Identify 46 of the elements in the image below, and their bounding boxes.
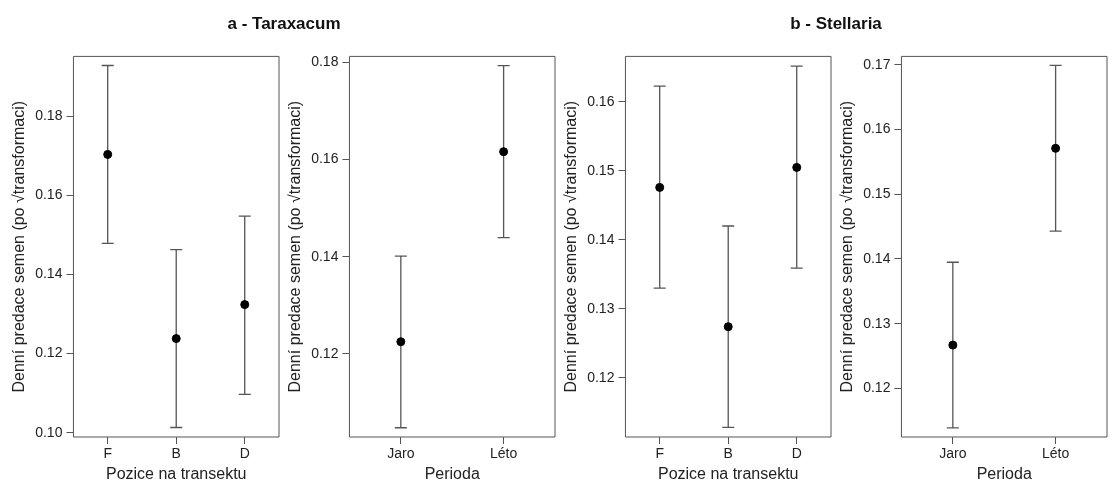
y-tick-label: 0.16	[311, 150, 339, 167]
y-tick-label: 0.14	[863, 249, 891, 266]
x-axis-title: Pozice na transektu	[657, 464, 799, 482]
point	[792, 162, 802, 172]
point	[723, 322, 733, 332]
y-axis-title: Denní predace semen (po √transformaci)	[838, 100, 856, 393]
y-tick-label: 0.16	[587, 92, 615, 109]
x-tick-label: D	[239, 445, 250, 462]
y-tick-label: 0.12	[35, 344, 63, 361]
chart-title: b - Stellaria	[789, 14, 883, 34]
y-tick-label: 0.16	[863, 120, 891, 137]
y-tick-label: 0.13	[587, 299, 615, 316]
y-tick-label: 0.13	[863, 314, 891, 331]
x-tick-label: F	[103, 445, 112, 462]
x-axis-title: Pozice na transektu	[105, 464, 247, 482]
y-tick-label: 0.18	[311, 53, 339, 70]
point	[171, 334, 181, 344]
y-tick-label: 0.15	[587, 161, 615, 178]
y-tick-label: 0.17	[863, 55, 891, 72]
y-tick-label: 0.12	[863, 379, 891, 396]
y-tick-label: 0.15	[863, 185, 891, 202]
x-tick-label: B	[723, 445, 733, 462]
y-tick-label: 0.14	[311, 247, 339, 264]
y-tick-label: 0.12	[587, 368, 615, 385]
x-tick-label: Léto	[489, 445, 518, 462]
y-tick-label: 0.12	[311, 344, 339, 361]
x-axis-title: Perioda	[976, 464, 1032, 482]
x-axis-title: Perioda	[424, 464, 480, 482]
y-tick-label: 0.18	[35, 107, 63, 124]
point	[655, 182, 665, 192]
chart-title: a - Taraxacum	[226, 14, 342, 34]
x-tick-label: Léto	[1041, 445, 1070, 462]
y-tick-label: 0.16	[35, 186, 63, 203]
x-tick-label: F	[655, 445, 664, 462]
x-tick-label: Jaro	[387, 445, 415, 462]
point	[240, 300, 250, 310]
y-tick-label: 0.14	[587, 230, 615, 247]
y-axis-title: Denní predace semen (po √transformaci)	[286, 100, 304, 393]
y-axis-title: Denní predace semen (po √transformaci)	[562, 100, 580, 393]
point	[103, 149, 113, 159]
y-tick-label: 0.10	[35, 423, 63, 440]
x-tick-label: Jaro	[939, 445, 967, 462]
x-tick-label: D	[791, 445, 802, 462]
y-tick-label: 0.14	[35, 265, 63, 282]
y-axis-title: Denní predace semen (po √transformaci)	[10, 100, 28, 393]
x-tick-label: B	[171, 445, 181, 462]
